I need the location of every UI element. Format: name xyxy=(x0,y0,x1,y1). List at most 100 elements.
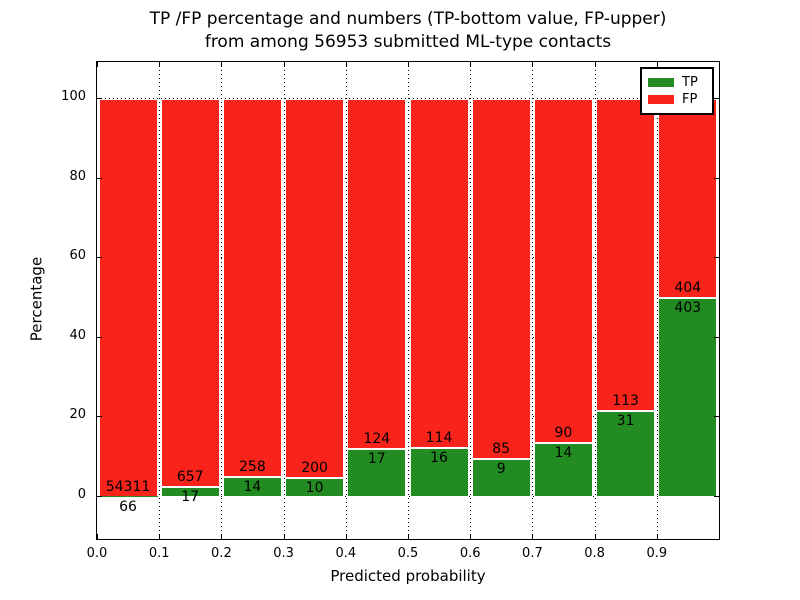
bar-label-fp: 90 xyxy=(554,425,573,442)
bar-segment-fp xyxy=(285,99,345,479)
x-tick-bottom xyxy=(221,534,223,539)
x-gridline xyxy=(408,62,409,539)
bar-label-fp: 258 xyxy=(239,458,266,475)
y-tick-left xyxy=(97,257,102,259)
x-tick-bottom xyxy=(470,534,472,539)
bar-segment-tp xyxy=(471,458,531,497)
bar-segment-tp xyxy=(534,443,593,497)
x-gridline xyxy=(594,62,596,539)
x-axis-label: Predicted probability xyxy=(330,567,486,585)
bar-segment-tp xyxy=(160,486,220,497)
bar-label-fp: 124 xyxy=(363,431,391,448)
x-tick-bottom xyxy=(594,534,596,539)
bar-label-fp: 114 xyxy=(425,430,453,447)
legend-swatch-fp xyxy=(648,95,674,104)
legend-label: TP xyxy=(682,75,698,90)
bar-label-tp: 17 xyxy=(367,451,386,468)
bar xyxy=(347,99,407,497)
y-tick-label: 80 xyxy=(69,168,86,184)
bar-segment-fp xyxy=(471,99,531,459)
bar xyxy=(409,99,469,497)
bar-segment-fp xyxy=(658,99,718,299)
y-tick-right xyxy=(714,98,719,99)
bar-label-fp: 54311 xyxy=(105,478,151,495)
bar-segment-tp xyxy=(409,448,469,497)
x-tick-bottom xyxy=(345,534,347,539)
x-tick-label: 0.5 xyxy=(397,546,419,561)
bar-segment-fp xyxy=(409,99,469,448)
x-tick-top xyxy=(221,62,223,67)
bar xyxy=(471,99,531,497)
bar-label-fp: 404 xyxy=(674,280,702,297)
x-tick-top xyxy=(283,62,285,67)
y-tick-left xyxy=(97,98,102,99)
x-tick-label: 0.8 xyxy=(584,546,605,561)
x-tick-label: 0.4 xyxy=(335,546,357,561)
y-tick-left xyxy=(97,336,102,338)
bar-segment-fp xyxy=(596,99,656,412)
bar-label-tp: 16 xyxy=(430,450,448,467)
bar-label-tp: 14 xyxy=(554,445,573,462)
x-gridline xyxy=(470,62,472,539)
bar xyxy=(534,99,593,497)
x-gridline xyxy=(283,62,285,539)
y-tick-label: 60 xyxy=(69,248,86,264)
y-tick-left xyxy=(97,416,102,418)
y-tick-right xyxy=(714,416,719,418)
bar-segment-tp xyxy=(223,476,282,497)
bar-segment-tp xyxy=(285,478,345,497)
legend-swatch-tp xyxy=(648,78,674,87)
x-tick-bottom xyxy=(532,534,534,539)
chart-title-line2: from among 56953 submitted ML-type conta… xyxy=(204,32,612,52)
bar-segment-tp xyxy=(347,449,407,497)
bar xyxy=(160,99,220,497)
x-gridline xyxy=(345,62,347,539)
legend: TP FP xyxy=(640,67,714,115)
x-tick-top xyxy=(408,62,409,67)
bar xyxy=(285,99,345,497)
bar-segment-fp xyxy=(347,99,407,449)
bar-label-fp: 85 xyxy=(492,440,511,457)
bar-label-tp: 31 xyxy=(616,413,635,430)
legend-row: TP xyxy=(648,74,712,91)
bar-label-fp: 657 xyxy=(176,468,204,485)
x-tick-bottom xyxy=(159,534,161,539)
y-tick-left xyxy=(97,177,102,179)
x-tick-label: 0.1 xyxy=(148,546,170,561)
x-tick-label: 0.7 xyxy=(522,546,543,561)
x-tick-bottom xyxy=(283,534,285,539)
x-tick-label: 0.6 xyxy=(459,546,481,561)
bar xyxy=(223,99,282,497)
x-gridline xyxy=(532,62,534,539)
bar xyxy=(596,99,656,497)
x-tick-label: 0.9 xyxy=(646,546,668,561)
bar-label-tp: 17 xyxy=(181,488,200,505)
bar-segment-fp xyxy=(534,99,593,444)
bar-segment-fp xyxy=(223,99,282,477)
x-tick-bottom xyxy=(97,534,98,539)
bar-segment-tp xyxy=(596,411,656,497)
x-tick-label: 0.2 xyxy=(211,546,232,561)
x-gridline xyxy=(159,62,161,539)
bar-segment-tp xyxy=(98,496,158,497)
bar-label-tp: 403 xyxy=(674,300,702,317)
x-tick-top xyxy=(345,62,347,67)
x-tick-top xyxy=(656,62,658,67)
chart-title: TP /FP percentage and numbers (TP-bottom… xyxy=(96,8,720,54)
bar-segment-fp xyxy=(160,99,220,487)
y-tick-right xyxy=(714,496,719,497)
bar-label-fp: 200 xyxy=(301,460,328,477)
y-tick-right xyxy=(714,257,719,259)
bar-label-tp: 66 xyxy=(119,498,137,515)
x-tick-top xyxy=(97,62,98,67)
plot-area: TP FP 54311 66 657 17 258 14 200 10 124 17 114 16 85 9… xyxy=(96,61,720,540)
x-gridline xyxy=(221,62,223,539)
x-gridline xyxy=(656,62,658,539)
bar-label-tp: 10 xyxy=(305,480,324,497)
y-axis-label: Percentage xyxy=(27,256,46,342)
x-tick-top xyxy=(594,62,596,67)
bar-label-tp: 9 xyxy=(496,460,506,477)
bar-segment-tp xyxy=(658,298,718,497)
bar-label-tp: 14 xyxy=(243,478,262,495)
